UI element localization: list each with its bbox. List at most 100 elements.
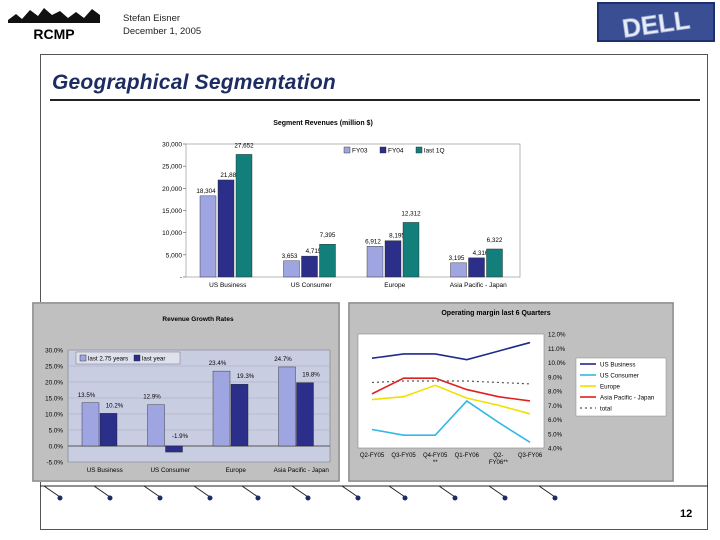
timeline-tick <box>488 485 506 498</box>
y-tick-label: 9.0% <box>548 374 563 381</box>
chart-title: Operating margin last 6 Quarters <box>441 310 550 317</box>
x-category-label: FY06** <box>489 460 509 466</box>
bar-value-label: 12,312 <box>401 210 421 217</box>
bar-fy04 <box>468 257 485 278</box>
bar-last-2-75-years <box>212 370 231 447</box>
y-tick-label: 20.0% <box>45 380 63 387</box>
slide-frame <box>40 54 708 530</box>
bar-value-label: 8,195 <box>389 233 405 240</box>
timeline-dot <box>157 495 163 501</box>
y-tick-label: 0.0% <box>49 444 64 451</box>
y-tick-label: 25,000 <box>162 164 182 171</box>
y-tick-label: 15.0% <box>45 396 63 403</box>
bar-value-label: 10.2% <box>106 402 124 409</box>
bar-fy03 <box>199 195 217 278</box>
y-tick-label: 7.0% <box>548 403 563 410</box>
bar-value-label: 12.9% <box>143 394 161 401</box>
bar-value-label: -1.9% <box>172 433 189 440</box>
legend-label: US Business <box>600 362 635 369</box>
timeline-dot <box>305 495 311 501</box>
bar-value-label: 7,395 <box>320 232 336 239</box>
y-tick-label: 12.0% <box>548 332 566 339</box>
chart-border <box>32 302 340 482</box>
bar-last-1q <box>319 244 336 278</box>
operating-margin-chart: Operating margin last 6 Quarters 12.0% 11.… <box>348 302 674 482</box>
y-tick-label: - <box>180 275 182 282</box>
series-line-us-consumer <box>371 399 531 443</box>
bar-value-label: 18,304 <box>196 188 216 195</box>
header-date: December 1, 2005 <box>123 26 202 37</box>
bar-fy03 <box>283 260 300 278</box>
y-tick-label: 5.0% <box>548 431 563 438</box>
legend-swatch <box>415 146 423 154</box>
legend-swatch <box>133 354 141 362</box>
x-category-label: Q3-FY05 <box>391 453 416 459</box>
x-category-label: ** <box>433 460 438 466</box>
rcmp-logo-text: RCMP <box>33 26 74 42</box>
page-number: 12 <box>680 508 693 520</box>
x-category-label: US Business <box>87 467 123 474</box>
x-category-label: Q2- <box>493 453 503 459</box>
bar-value-label: 19.8% <box>302 372 320 379</box>
x-category-label: Q2-FY05 <box>360 453 385 459</box>
bar-value-label: 27,652 <box>234 142 254 149</box>
x-category-label: Asia Pacific - Japan <box>450 282 507 289</box>
bar-value-label: 4,715 <box>306 248 322 255</box>
timeline-tick <box>93 485 111 498</box>
y-tick-label: 30.0% <box>45 348 63 355</box>
legend-box <box>575 357 667 417</box>
series-line-europe <box>371 384 531 415</box>
y-tick-label: 11.0% <box>548 346 566 353</box>
timeline-tick <box>388 485 406 498</box>
bar-last-2-75-years <box>278 366 296 447</box>
x-category-label: US Consumer <box>291 282 333 289</box>
timeline-tick <box>241 485 259 498</box>
timeline-tick <box>291 485 309 498</box>
header-author: Stefan Eisner <box>123 13 181 24</box>
legend-label: US Consumer <box>600 373 639 380</box>
legend-label: Europe <box>600 384 621 391</box>
bar-fy04 <box>217 179 235 278</box>
x-category-label: Q3-FY06 <box>518 453 543 459</box>
y-tick-label: 30,000 <box>162 142 182 149</box>
bar-value-label: 4,316 <box>473 250 489 257</box>
bar-last-1q <box>235 154 253 278</box>
timeline-tick <box>43 485 61 498</box>
bar-value-label: 13.5% <box>78 392 96 399</box>
y-tick-label: 8.0% <box>548 389 563 396</box>
timeline-tick <box>143 485 161 498</box>
y-tick-label: 4.0% <box>548 446 563 453</box>
timeline-decoration <box>40 484 708 508</box>
bar-value-label: 6,322 <box>487 237 503 244</box>
x-category-label: Europe <box>384 282 405 289</box>
legend-label: last 2.75 years <box>88 356 128 363</box>
timeline-tick <box>438 485 456 498</box>
legend-box <box>75 351 181 365</box>
legend-swatch <box>379 146 387 154</box>
y-tick-label: 20,000 <box>162 186 182 193</box>
bar-last-2-75-years <box>81 402 100 447</box>
legend-label: FY04 <box>388 148 404 155</box>
x-category-label: US Consumer <box>150 467 190 474</box>
bar-value-label: 3,195 <box>449 255 465 262</box>
legend-label: last year <box>142 356 165 363</box>
y-tick-label: 10,000 <box>162 230 182 237</box>
series-line-us-business <box>371 341 531 361</box>
timeline-dot <box>57 495 63 501</box>
y-tick-label: 5,000 <box>166 252 183 259</box>
bar-value-label: 6,912 <box>365 238 381 245</box>
bar-last-year <box>165 445 183 453</box>
x-category-label: Asia Pacific - Japan <box>274 467 330 474</box>
bar-fy03 <box>450 262 467 278</box>
bar-last-1q <box>486 248 503 278</box>
bar-last-year <box>230 384 249 447</box>
y-tick-label: 6.0% <box>548 417 563 424</box>
bar-last-year <box>296 382 314 447</box>
x-category-label: Q1-FY06 <box>455 453 480 459</box>
timeline-dot <box>107 495 113 501</box>
timeline-tick <box>193 485 211 498</box>
segment-revenues-chart: Segment Revenues (million $) 30,000 25,000… <box>138 114 530 294</box>
rcmp-logo: RCMP <box>8 6 100 42</box>
bar-fy04 <box>384 240 402 278</box>
bar-value-label: 24.7% <box>274 356 292 363</box>
